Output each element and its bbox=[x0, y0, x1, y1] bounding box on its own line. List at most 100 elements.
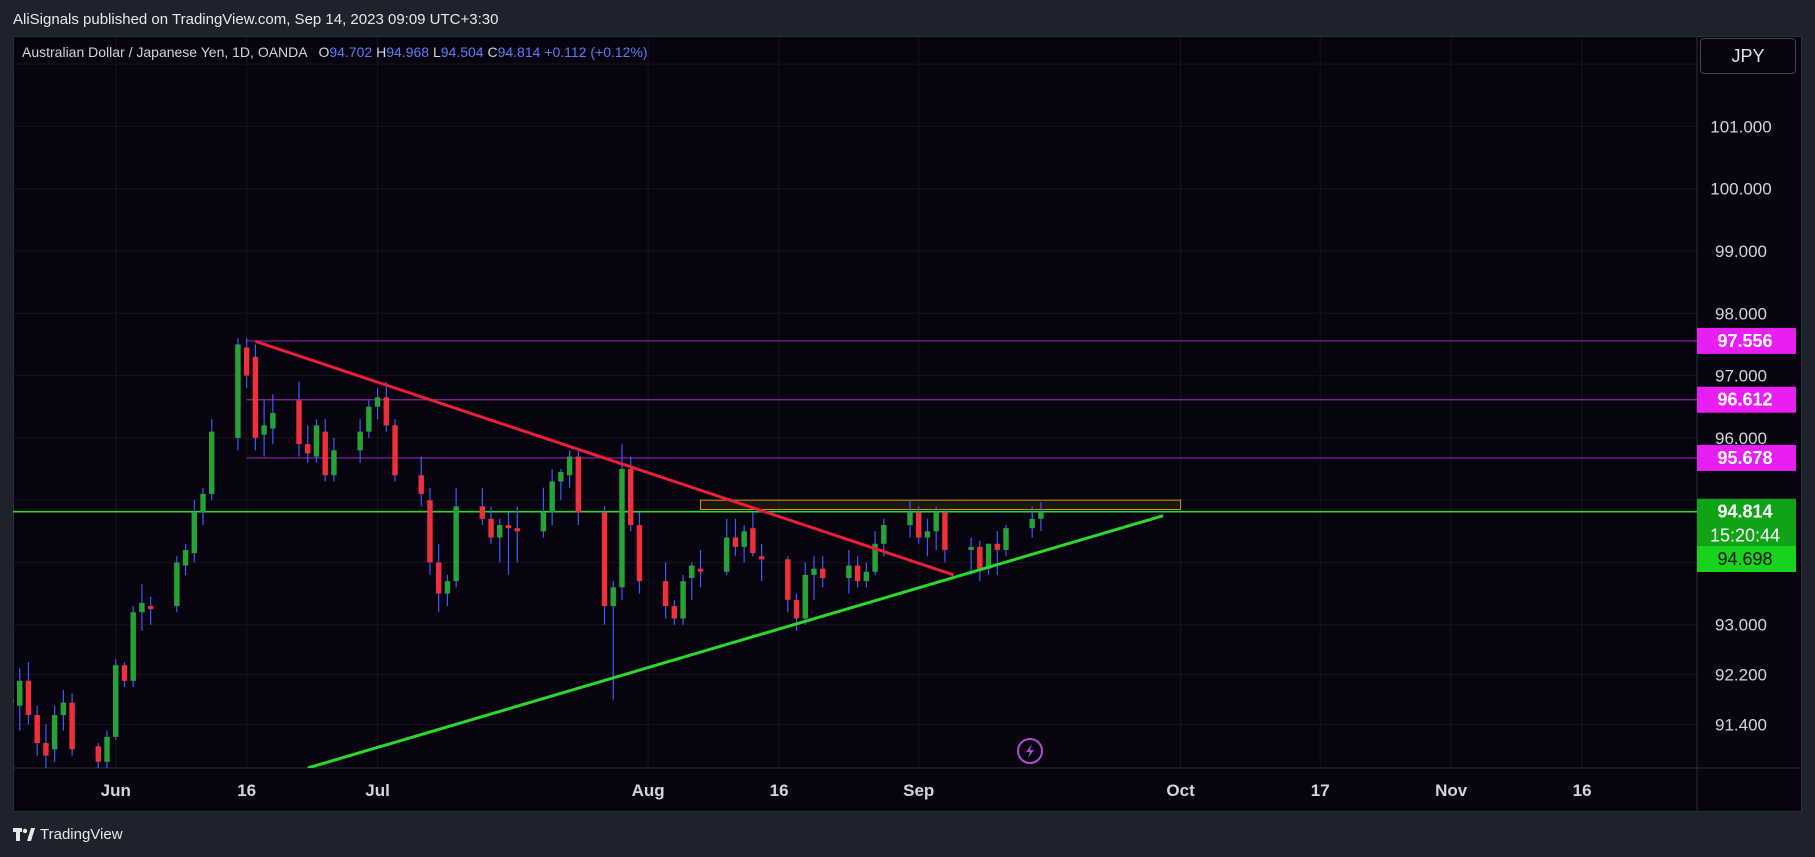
x-tick-label: Jun bbox=[101, 781, 131, 800]
candle-down bbox=[820, 568, 826, 579]
candle-up bbox=[60, 702, 67, 716]
candle-up bbox=[610, 587, 616, 607]
level-price-tag bbox=[1697, 327, 1796, 354]
candle-up bbox=[113, 665, 119, 737]
candle-up bbox=[863, 571, 870, 582]
candle-down bbox=[427, 500, 433, 563]
x-tick-label: 16 bbox=[1573, 781, 1592, 800]
candle-up bbox=[1003, 528, 1009, 550]
candle-up bbox=[497, 525, 503, 538]
y-tick-label: 97.000 bbox=[1715, 367, 1767, 386]
candle-up bbox=[846, 565, 852, 579]
candle-down bbox=[854, 565, 861, 582]
y-tick-label: 91.400 bbox=[1715, 715, 1767, 734]
symbol-legend: Australian Dollar / Japanese Yen, 1D, OA… bbox=[22, 44, 648, 60]
candle-down bbox=[435, 562, 442, 594]
publish-bar: AliSignals published on TradingView.com,… bbox=[0, 0, 1815, 36]
candle-up bbox=[374, 397, 381, 407]
candle-down bbox=[305, 444, 311, 454]
candle-up bbox=[104, 736, 110, 762]
candle-down bbox=[34, 715, 40, 744]
level-price-tag-text: 97.556 bbox=[1717, 331, 1772, 351]
candle-up bbox=[51, 715, 58, 750]
candle-up bbox=[724, 537, 730, 572]
chart-panel[interactable] bbox=[13, 36, 1802, 812]
y-tick-label: 96.000 bbox=[1715, 429, 1767, 448]
current-price-value: 94.814 bbox=[1717, 502, 1772, 522]
candle-up bbox=[139, 602, 145, 613]
candle-up bbox=[802, 574, 808, 619]
candle-down bbox=[627, 469, 634, 526]
candle-up bbox=[235, 344, 241, 438]
candle-up bbox=[1038, 511, 1044, 519]
open-label: O bbox=[318, 44, 330, 60]
resistance-zone bbox=[700, 499, 1182, 510]
symbol-title: Australian Dollar / Japanese Yen, 1D, OA… bbox=[22, 44, 307, 60]
candle-down bbox=[942, 512, 948, 550]
y-tick-label: 98.000 bbox=[1715, 304, 1767, 323]
level-price-tag-text: 96.612 bbox=[1717, 390, 1772, 410]
currency-button[interactable]: JPY bbox=[1700, 38, 1796, 74]
candle-down bbox=[697, 568, 704, 572]
candle-up bbox=[566, 456, 573, 476]
candle-down bbox=[994, 543, 1000, 550]
change-value: +0.112 (+0.12%) bbox=[544, 44, 648, 60]
high-value: 94.968 bbox=[386, 44, 430, 60]
level-price-tag bbox=[1697, 386, 1796, 413]
candle-up bbox=[261, 425, 267, 435]
candle-down bbox=[758, 556, 765, 560]
candle-up bbox=[17, 680, 23, 706]
lightning-icon[interactable] bbox=[1017, 738, 1043, 764]
y-tick-label: 92.200 bbox=[1715, 666, 1767, 685]
candle-up bbox=[357, 431, 363, 451]
candle-up bbox=[549, 481, 555, 513]
candle-down bbox=[916, 512, 922, 538]
candle-down bbox=[793, 599, 800, 619]
publisher-info: AliSignals published on TradingView.com,… bbox=[13, 11, 499, 28]
x-tick-label: Aug bbox=[632, 781, 665, 800]
candle-down bbox=[147, 606, 154, 610]
level-price-tag-text: 95.678 bbox=[1717, 448, 1772, 468]
open-value: 94.702 bbox=[329, 44, 373, 60]
candle-up bbox=[209, 431, 215, 494]
tradingview-brand[interactable]: TradingView bbox=[13, 826, 123, 843]
candle-up bbox=[680, 581, 686, 619]
candle-up bbox=[313, 425, 320, 457]
prev-close-tag bbox=[1697, 546, 1796, 572]
candle-down bbox=[322, 431, 328, 476]
candle-down bbox=[671, 606, 678, 619]
candle-down bbox=[479, 506, 486, 519]
candle-up bbox=[366, 406, 372, 432]
candle-down bbox=[383, 397, 390, 426]
candle-up bbox=[689, 565, 695, 579]
candle-down bbox=[296, 400, 302, 445]
candle-down bbox=[575, 456, 582, 513]
x-tick-label: 17 bbox=[1311, 781, 1330, 800]
candle-down bbox=[43, 743, 49, 756]
candle-up bbox=[540, 512, 547, 532]
candle-up bbox=[907, 512, 913, 526]
candle-up bbox=[182, 549, 189, 566]
x-tick-label: 16 bbox=[237, 781, 256, 800]
y-tick-label: 99.000 bbox=[1715, 242, 1767, 261]
plot-area[interactable] bbox=[8, 338, 1697, 768]
candle-down bbox=[252, 356, 259, 438]
candle-down bbox=[418, 475, 424, 494]
lightning-glyph bbox=[1026, 744, 1034, 758]
y-tick-label: 93.000 bbox=[1715, 616, 1767, 635]
candle-up bbox=[191, 512, 197, 554]
candle-down bbox=[13, 699, 14, 703]
y-tick-label: 101.000 bbox=[1710, 117, 1771, 136]
y-tick-label: 100.000 bbox=[1710, 180, 1771, 199]
candle-up bbox=[881, 525, 887, 544]
x-tick-label: Sep bbox=[903, 781, 934, 800]
high-label: H bbox=[376, 44, 387, 60]
candle-down bbox=[488, 518, 494, 538]
candle-down bbox=[636, 525, 643, 582]
close-label: C bbox=[487, 44, 498, 60]
candle-up bbox=[270, 412, 276, 429]
candle-up bbox=[968, 546, 974, 550]
candle-up bbox=[444, 581, 451, 594]
candle-down bbox=[95, 746, 101, 762]
